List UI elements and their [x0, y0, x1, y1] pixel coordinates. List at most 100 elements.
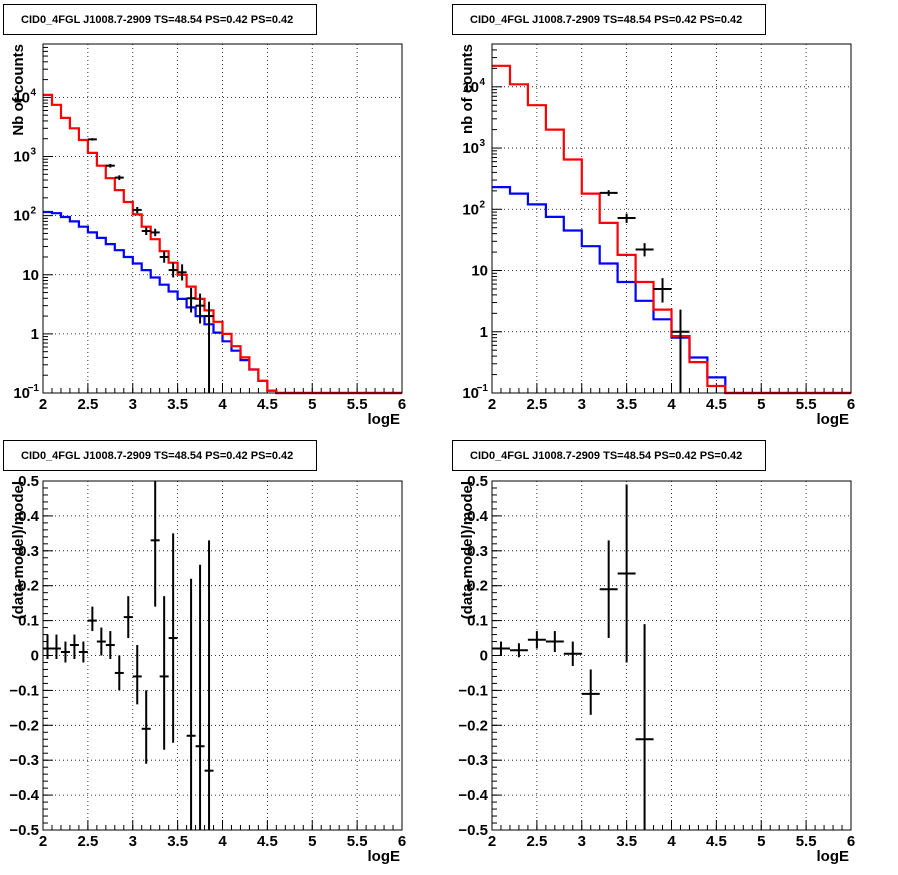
y-tick-label: 10 — [13, 208, 30, 225]
chart-panel-3: CID0_4FGL J1008.7-2909 TS=48.54 PS=0.42 … — [3, 440, 406, 865]
chart-title: CID0_4FGL J1008.7-2909 TS=48.54 PS=0.42 … — [21, 14, 293, 26]
x-tick-label: 6 — [398, 833, 406, 850]
x-tick-label: 6 — [847, 833, 855, 850]
x-tick-label: 2 — [39, 396, 47, 413]
data-point — [186, 578, 196, 830]
y-tick-label: −0.3 — [458, 752, 488, 769]
y-tick-label: −0.4 — [458, 787, 488, 804]
y-tick-exponent: 4 — [479, 77, 485, 88]
data-point — [581, 669, 600, 715]
data-point — [150, 228, 160, 237]
x-axis-label: logE — [368, 411, 401, 428]
y-tick-label: −0.3 — [9, 752, 39, 769]
data-point — [617, 484, 636, 663]
y-tick-exponent: −1 — [28, 383, 40, 394]
data-point — [141, 227, 151, 236]
y-tick-label: −0.2 — [9, 717, 39, 734]
x-tick-label: 6 — [847, 396, 855, 413]
y-tick-label: 10 — [13, 89, 30, 106]
x-tick-label: 3 — [578, 396, 586, 413]
x-tick-label: 2.5 — [77, 396, 98, 413]
x-tick-label: 2.5 — [77, 833, 98, 850]
x-tick-label: 3.5 — [616, 396, 637, 413]
x-tick-label: 5.5 — [796, 833, 817, 850]
data-point — [563, 641, 582, 666]
y-tick-label: −0.4 — [9, 787, 39, 804]
data-point — [168, 262, 178, 278]
x-tick-label: 3 — [129, 833, 137, 850]
x-tick-label: 2 — [488, 833, 496, 850]
chart-panel-4: CID0_4FGL J1008.7-2909 TS=48.54 PS=0.42 … — [452, 440, 855, 865]
y-tick-label: 0 — [480, 648, 488, 665]
plot-area — [492, 481, 851, 830]
data-point — [168, 533, 178, 743]
x-tick-label: 4.5 — [257, 833, 278, 850]
x-tick-label: 2.5 — [526, 396, 547, 413]
y-tick-exponent: 4 — [30, 87, 36, 98]
data-point — [599, 190, 618, 196]
data-point — [150, 481, 160, 607]
data-point — [671, 309, 690, 393]
x-tick-label: 2.5 — [526, 833, 547, 850]
y-tick-label: 0.4 — [18, 508, 40, 525]
y-tick-label: 1 — [480, 324, 488, 341]
x-tick-label: 5.5 — [796, 396, 817, 413]
data-point — [204, 301, 214, 393]
y-axis-label: (data-model)/model — [10, 481, 27, 619]
x-tick-label: 5 — [308, 396, 316, 413]
x-tick-label: 5 — [308, 833, 316, 850]
y-tick-exponent: 2 — [30, 206, 36, 217]
plot-area — [43, 481, 402, 830]
y-tick-label: 10 — [462, 385, 479, 402]
data-point — [635, 243, 654, 257]
x-tick-label: 5 — [757, 833, 765, 850]
data-point — [87, 606, 97, 632]
x-tick-label: 3.5 — [167, 833, 188, 850]
data-point — [78, 641, 88, 663]
data-point — [132, 206, 142, 214]
data-point — [43, 634, 52, 659]
x-tick-label: 4 — [667, 833, 676, 850]
title-box — [3, 4, 317, 35]
y-tick-label: −0.5 — [9, 822, 39, 839]
x-tick-label: 3.5 — [616, 833, 637, 850]
data-point — [653, 278, 672, 303]
plot-frame — [42, 43, 403, 394]
y-tick-label: −0.2 — [458, 717, 488, 734]
y-tick-label: 0.2 — [18, 578, 39, 595]
data-point — [509, 643, 528, 658]
data-point — [69, 634, 79, 659]
y-tick-label: 0.4 — [467, 508, 489, 525]
x-tick-label: 4 — [218, 833, 227, 850]
chart-title: CID0_4FGL J1008.7-2909 TS=48.54 PS=0.42 … — [470, 450, 742, 462]
plot-frame — [491, 480, 852, 831]
x-tick-label: 4 — [667, 396, 676, 413]
y-tick-label: 0 — [31, 648, 39, 665]
y-tick-label: 10 — [462, 140, 479, 157]
y-tick-label: 10 — [13, 149, 30, 166]
y-tick-label: 0.5 — [18, 473, 39, 490]
y-tick-label: −0.5 — [458, 822, 488, 839]
title-box — [452, 440, 766, 471]
x-tick-label: 2 — [488, 396, 496, 413]
data-point — [105, 631, 115, 659]
data-point — [60, 641, 70, 663]
x-axis-label: logE — [817, 848, 850, 865]
y-tick-exponent: 2 — [479, 199, 485, 210]
data-point — [545, 631, 564, 653]
y-tick-label: 1 — [31, 326, 39, 343]
data-point — [114, 655, 124, 691]
y-tick-label: 0.2 — [467, 578, 488, 595]
y-tick-label: 0.1 — [467, 613, 488, 630]
y-tick-label: 0.3 — [467, 543, 488, 560]
y-tick-label: 10 — [13, 385, 30, 402]
data-point — [177, 264, 187, 281]
x-tick-label: 4.5 — [706, 396, 727, 413]
data-point — [51, 634, 61, 659]
data-point — [105, 163, 115, 168]
x-tick-label: 5.5 — [347, 833, 368, 850]
x-tick-label: 3 — [129, 396, 137, 413]
x-tick-label: 3 — [578, 833, 586, 850]
data-point — [195, 293, 205, 324]
